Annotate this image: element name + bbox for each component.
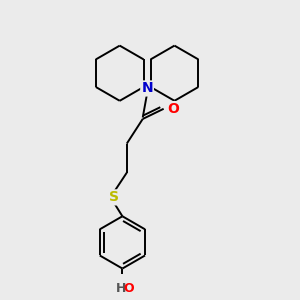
- Text: O: O: [124, 282, 134, 295]
- Text: N: N: [141, 82, 153, 95]
- Text: S: S: [109, 190, 119, 204]
- Text: H: H: [116, 282, 126, 295]
- Text: O: O: [167, 102, 179, 116]
